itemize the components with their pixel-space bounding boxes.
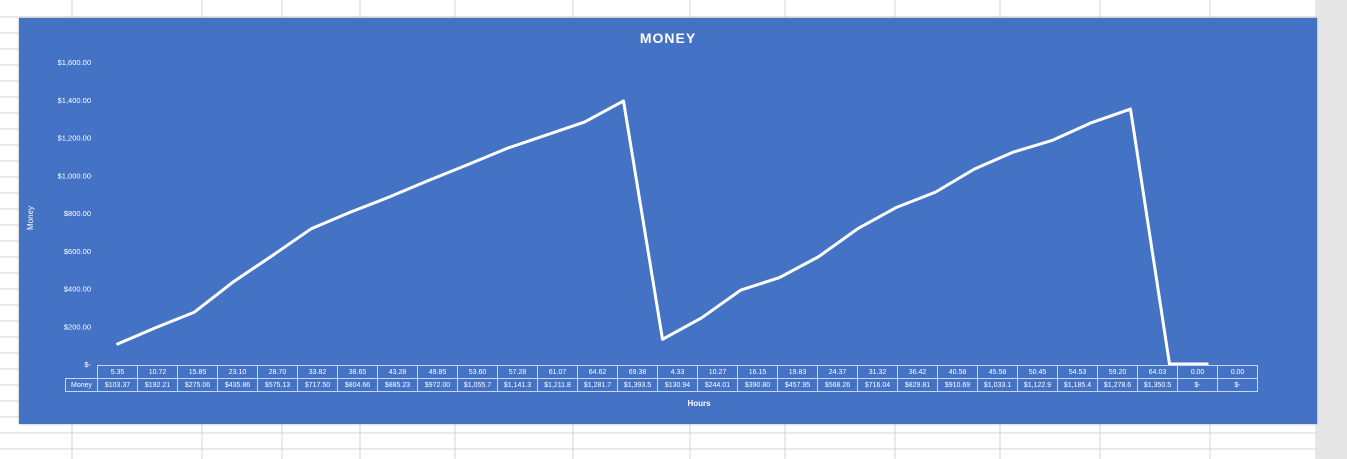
data-label: $- bbox=[1177, 378, 1218, 392]
table-corner bbox=[65, 365, 98, 379]
data-label: $130.94 bbox=[657, 378, 698, 392]
data-label: $457.95 bbox=[777, 378, 818, 392]
x-tick-label: 64.62 bbox=[577, 365, 618, 379]
y-tick-label: $400.00 bbox=[64, 285, 91, 294]
data-label: $1,278.6 bbox=[1097, 378, 1138, 392]
data-label: $575.13 bbox=[257, 378, 298, 392]
x-tick-label: 23.10 bbox=[217, 365, 258, 379]
x-tick-label: 36.42 bbox=[897, 365, 938, 379]
x-tick-label: 15.85 bbox=[177, 365, 218, 379]
data-label: $1,281.7 bbox=[577, 378, 618, 392]
x-tick-label: 33.82 bbox=[297, 365, 338, 379]
x-tick-label: 54.53 bbox=[1057, 365, 1098, 379]
data-label: $1,033.1 bbox=[977, 378, 1018, 392]
x-tick-label: 59.20 bbox=[1097, 365, 1138, 379]
x-tick-label: 31.32 bbox=[857, 365, 898, 379]
y-axis-label: Money bbox=[26, 205, 35, 230]
y-tick-label: $600.00 bbox=[64, 247, 91, 256]
x-tick-label: 50.45 bbox=[1017, 365, 1058, 379]
data-label: $1,211.8 bbox=[537, 378, 578, 392]
data-label: $275.06 bbox=[177, 378, 218, 392]
table-row-header: Money bbox=[65, 378, 98, 392]
x-tick-label: 49.85 bbox=[417, 365, 458, 379]
data-label: $910.69 bbox=[937, 378, 978, 392]
data-table: 5.35 10.72 15.85 23.10 28.70 33.82 38.65 43.28 4… bbox=[65, 365, 1258, 392]
y-tick-label: $1,200.00 bbox=[58, 134, 91, 143]
x-tick-label: 61.07 bbox=[537, 365, 578, 379]
data-label: $1,122.9 bbox=[1017, 378, 1058, 392]
data-label: $885.23 bbox=[377, 378, 418, 392]
x-axis-label: Hours bbox=[687, 399, 711, 408]
y-tick-label: $- bbox=[84, 360, 91, 369]
data-label: $1,393.5 bbox=[617, 378, 658, 392]
data-label: $829.81 bbox=[897, 378, 938, 392]
y-tick-label: $200.00 bbox=[64, 322, 91, 331]
data-label: $103.37 bbox=[97, 378, 138, 392]
x-tick-label: 10.72 bbox=[137, 365, 178, 379]
table-row-money: Money $103.37 $192.21 $275.06 $435.86 $575.1… bbox=[65, 378, 1258, 392]
x-tick-label: 16.15 bbox=[737, 365, 778, 379]
data-label: $804.66 bbox=[337, 378, 378, 392]
data-label: $1,055.7 bbox=[457, 378, 498, 392]
chart-area[interactable]: MONEY $- $200.00 $400.00 $600.00 $800.00 $1,0… bbox=[19, 18, 1317, 424]
data-label: $1,141.3 bbox=[497, 378, 538, 392]
x-tick-label: 10.27 bbox=[697, 365, 738, 379]
x-tick-label: 0.00 bbox=[1217, 365, 1258, 379]
x-tick-label: 19.83 bbox=[777, 365, 818, 379]
chart-plot: $- $200.00 $400.00 $600.00 $800.00 $1,000.00 $… bbox=[58, 58, 1209, 369]
x-tick-label: 69.38 bbox=[617, 365, 658, 379]
data-label: $717.50 bbox=[297, 378, 338, 392]
x-tick-label: 45.58 bbox=[977, 365, 1018, 379]
data-label: $- bbox=[1217, 378, 1258, 392]
data-label: $244.01 bbox=[697, 378, 738, 392]
data-label: $192.21 bbox=[137, 378, 178, 392]
x-tick-label: 43.28 bbox=[377, 365, 418, 379]
x-tick-label: 0.00 bbox=[1177, 365, 1218, 379]
data-label: $1,350.5 bbox=[1137, 378, 1178, 392]
y-tick-label: $800.00 bbox=[64, 209, 91, 218]
chart-title: MONEY bbox=[639, 30, 697, 46]
y-tick-label: $1,000.00 bbox=[58, 171, 91, 180]
x-tick-label: 28.70 bbox=[257, 365, 298, 379]
x-tick-label: 57.28 bbox=[497, 365, 538, 379]
data-label: $716.04 bbox=[857, 378, 898, 392]
x-tick-label: 24.37 bbox=[817, 365, 858, 379]
y-tick-label: $1,600.00 bbox=[58, 58, 91, 67]
x-tick-label: 53.60 bbox=[457, 365, 498, 379]
data-label: $972.00 bbox=[417, 378, 458, 392]
scrollbar-gutter[interactable] bbox=[1316, 0, 1347, 459]
table-row-hours: 5.35 10.72 15.85 23.10 28.70 33.82 38.65 43.28 4… bbox=[65, 365, 1258, 379]
data-label: $390.80 bbox=[737, 378, 778, 392]
series-line-money[interactable] bbox=[115, 99, 1209, 366]
x-tick-label: 40.58 bbox=[937, 365, 978, 379]
x-tick-label: 5.35 bbox=[97, 365, 138, 379]
x-tick-label: 64.03 bbox=[1137, 365, 1178, 379]
data-label: $435.86 bbox=[217, 378, 258, 392]
x-tick-label: 38.65 bbox=[337, 365, 378, 379]
data-label: $568.26 bbox=[817, 378, 858, 392]
data-label: $1,185.4 bbox=[1057, 378, 1098, 392]
y-tick-label: $1,400.00 bbox=[58, 96, 91, 105]
x-tick-label: 4.33 bbox=[657, 365, 698, 379]
